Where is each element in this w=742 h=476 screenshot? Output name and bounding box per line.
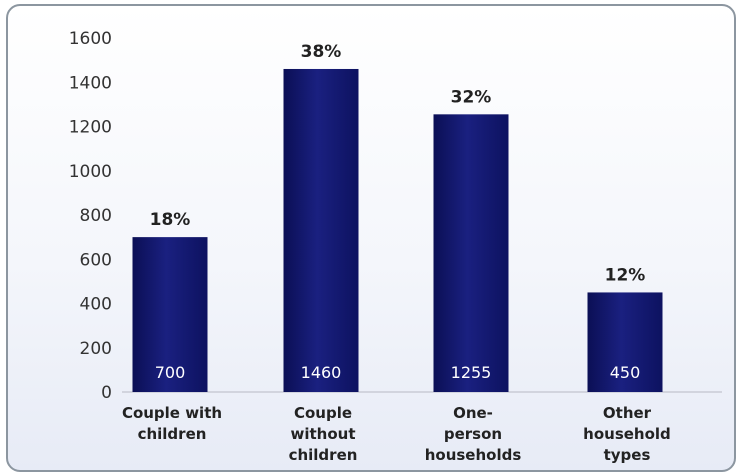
category-label: Other (603, 404, 652, 422)
percent-label: 12% (605, 265, 646, 285)
bar (283, 68, 359, 392)
y-tick-label: 1600 (69, 29, 112, 49)
category-label: Couple (294, 404, 352, 422)
y-tick-label: 1400 (69, 73, 112, 93)
category-label: Couple with (122, 404, 222, 422)
category-label: types (604, 446, 651, 464)
value-label: 700 (155, 363, 186, 382)
percent-label: 32% (451, 87, 492, 107)
bar (587, 292, 663, 392)
category-label: person (444, 425, 502, 443)
category-label: children (138, 425, 207, 443)
y-tick-label: 200 (80, 339, 112, 359)
category-label: households (425, 446, 522, 464)
category-label: children (289, 446, 358, 464)
y-tick-label: 800 (80, 206, 112, 226)
value-label: 1255 (451, 363, 492, 382)
labels: 18% 700 Couple with children 38% 1460 Couple wi… (122, 42, 671, 464)
percent-label: 18% (150, 210, 191, 230)
bar (132, 237, 208, 392)
y-tick-label: 600 (80, 250, 112, 270)
percent-label: 38% (301, 42, 342, 62)
y-tick-label: 0 (101, 383, 112, 403)
value-label: 1460 (301, 363, 342, 382)
y-axis: 0 200 400 600 800 1000 1200 1400 1600 (69, 29, 722, 403)
bars (132, 68, 663, 393)
value-label: 450 (610, 363, 641, 382)
y-tick-label: 400 (80, 295, 112, 315)
chart-frame (6, 4, 736, 472)
category-label: household (583, 425, 671, 443)
bar (433, 114, 509, 393)
y-tick-label: 1000 (69, 162, 112, 182)
category-label: One- (453, 404, 493, 422)
y-tick-label: 1200 (69, 118, 112, 138)
category-label: without (290, 425, 355, 443)
